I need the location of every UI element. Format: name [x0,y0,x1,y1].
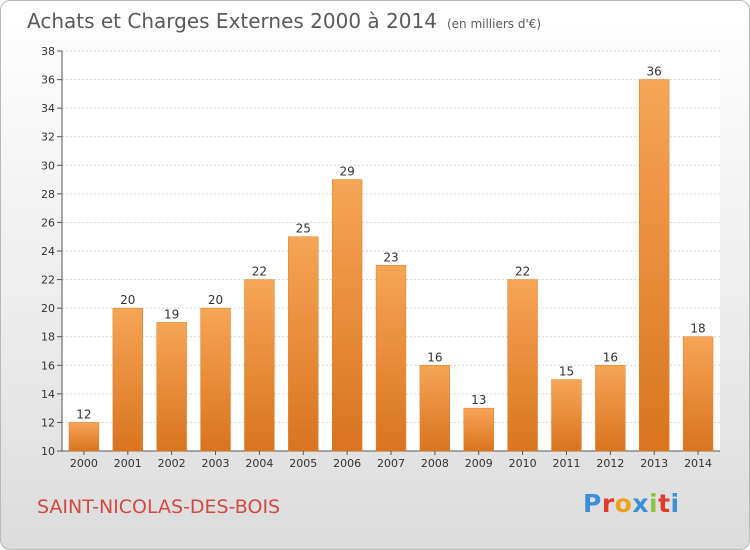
bar-value-label: 29 [339,165,354,179]
x-tick-label: 2000 [70,457,98,470]
bar [331,179,363,452]
unit-label: (en milliers d'€) [446,17,542,31]
x-tick-label: 2006 [333,457,361,470]
bar-value-label: 22 [252,265,267,279]
y-tick-label: 32 [41,131,55,144]
proxiti-logo: Proxiti [583,489,680,518]
x-tick-label: 2007 [377,457,405,470]
bar-value-label: 25 [296,222,311,236]
bar [156,322,187,452]
y-tick-label: 24 [41,245,55,258]
bar-value-label: 36 [647,65,662,79]
logo-letter: i [670,489,680,518]
bar-value-label: 23 [383,250,398,264]
bar-value-label: 15 [559,365,574,379]
x-tick-label: 2011 [552,457,580,470]
logo-letter: i [649,489,659,518]
y-tick-label: 36 [41,74,55,87]
logo-letter: P [583,489,602,518]
y-tick-label: 16 [41,359,55,372]
bar [375,265,407,452]
x-tick-label: 2002 [158,457,186,470]
logo-letter: o [614,489,633,518]
title-text: Achats et Charges Externes 2000 à 2014 [27,9,437,33]
bar [200,307,231,452]
bar-value-label: 13 [471,393,486,407]
bar [507,279,538,452]
bar [244,279,275,452]
y-tick-label: 26 [41,216,55,229]
y-tick-label: 30 [41,159,55,172]
bar [595,365,626,452]
y-tick-label: 34 [41,102,55,115]
x-tick-label: 2008 [421,457,449,470]
y-tick-label: 20 [41,302,55,315]
bar [112,307,143,452]
bar [419,365,451,452]
y-tick-label: 38 [41,45,55,58]
x-tick-label: 2009 [465,457,493,470]
x-tick-label: 2001 [114,457,142,470]
chart-title: Achats et Charges Externes 2000 à 2014 (e… [27,9,541,33]
y-tick-label: 22 [41,274,55,287]
bar-value-label: 16 [603,350,618,364]
bar-value-label: 18 [690,322,705,336]
x-tick-label: 2004 [245,457,273,470]
bar [68,422,100,452]
bar [463,407,494,452]
bar-value-label: 16 [427,350,442,364]
x-tick-label: 2012 [596,457,624,470]
y-tick-label: 28 [41,188,55,201]
x-tick-label: 2010 [509,457,537,470]
city-name: SAINT-NICOLAS-DES-BOIS [37,496,281,518]
bar-value-label: 19 [164,307,179,321]
y-tick-label: 12 [41,416,55,429]
logo-letter: r [601,489,615,518]
bar-value-label: 20 [120,293,135,307]
x-tick-label: 2013 [640,457,668,470]
x-tick-label: 2005 [289,457,317,470]
bar-value-label: 12 [76,407,91,421]
bar [288,236,319,452]
logo-letter: t [658,489,671,518]
bar [551,379,582,452]
bar-value-label: 20 [208,293,223,307]
x-tick-label: 2003 [202,457,230,470]
y-tick-label: 14 [41,388,55,401]
x-tick-label: 2014 [684,457,712,470]
logo-letter: x [632,489,649,518]
bar [682,336,714,452]
y-tick-label: 10 [41,445,55,458]
bar-value-label: 22 [515,265,530,279]
bar [639,79,670,452]
y-tick-label: 18 [41,331,55,344]
